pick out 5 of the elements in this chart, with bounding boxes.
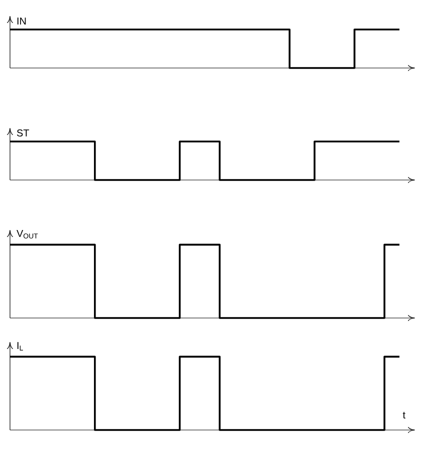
y-axis-title: V$_{OUT}$ (16, 230, 38, 238)
x-axis-title: t (402, 412, 406, 418)
y-axis-title: IN (17, 18, 26, 24)
y-axis-title: I$_{L}$ (17, 342, 23, 350)
y-axis-title: ST (16, 129, 30, 136)
